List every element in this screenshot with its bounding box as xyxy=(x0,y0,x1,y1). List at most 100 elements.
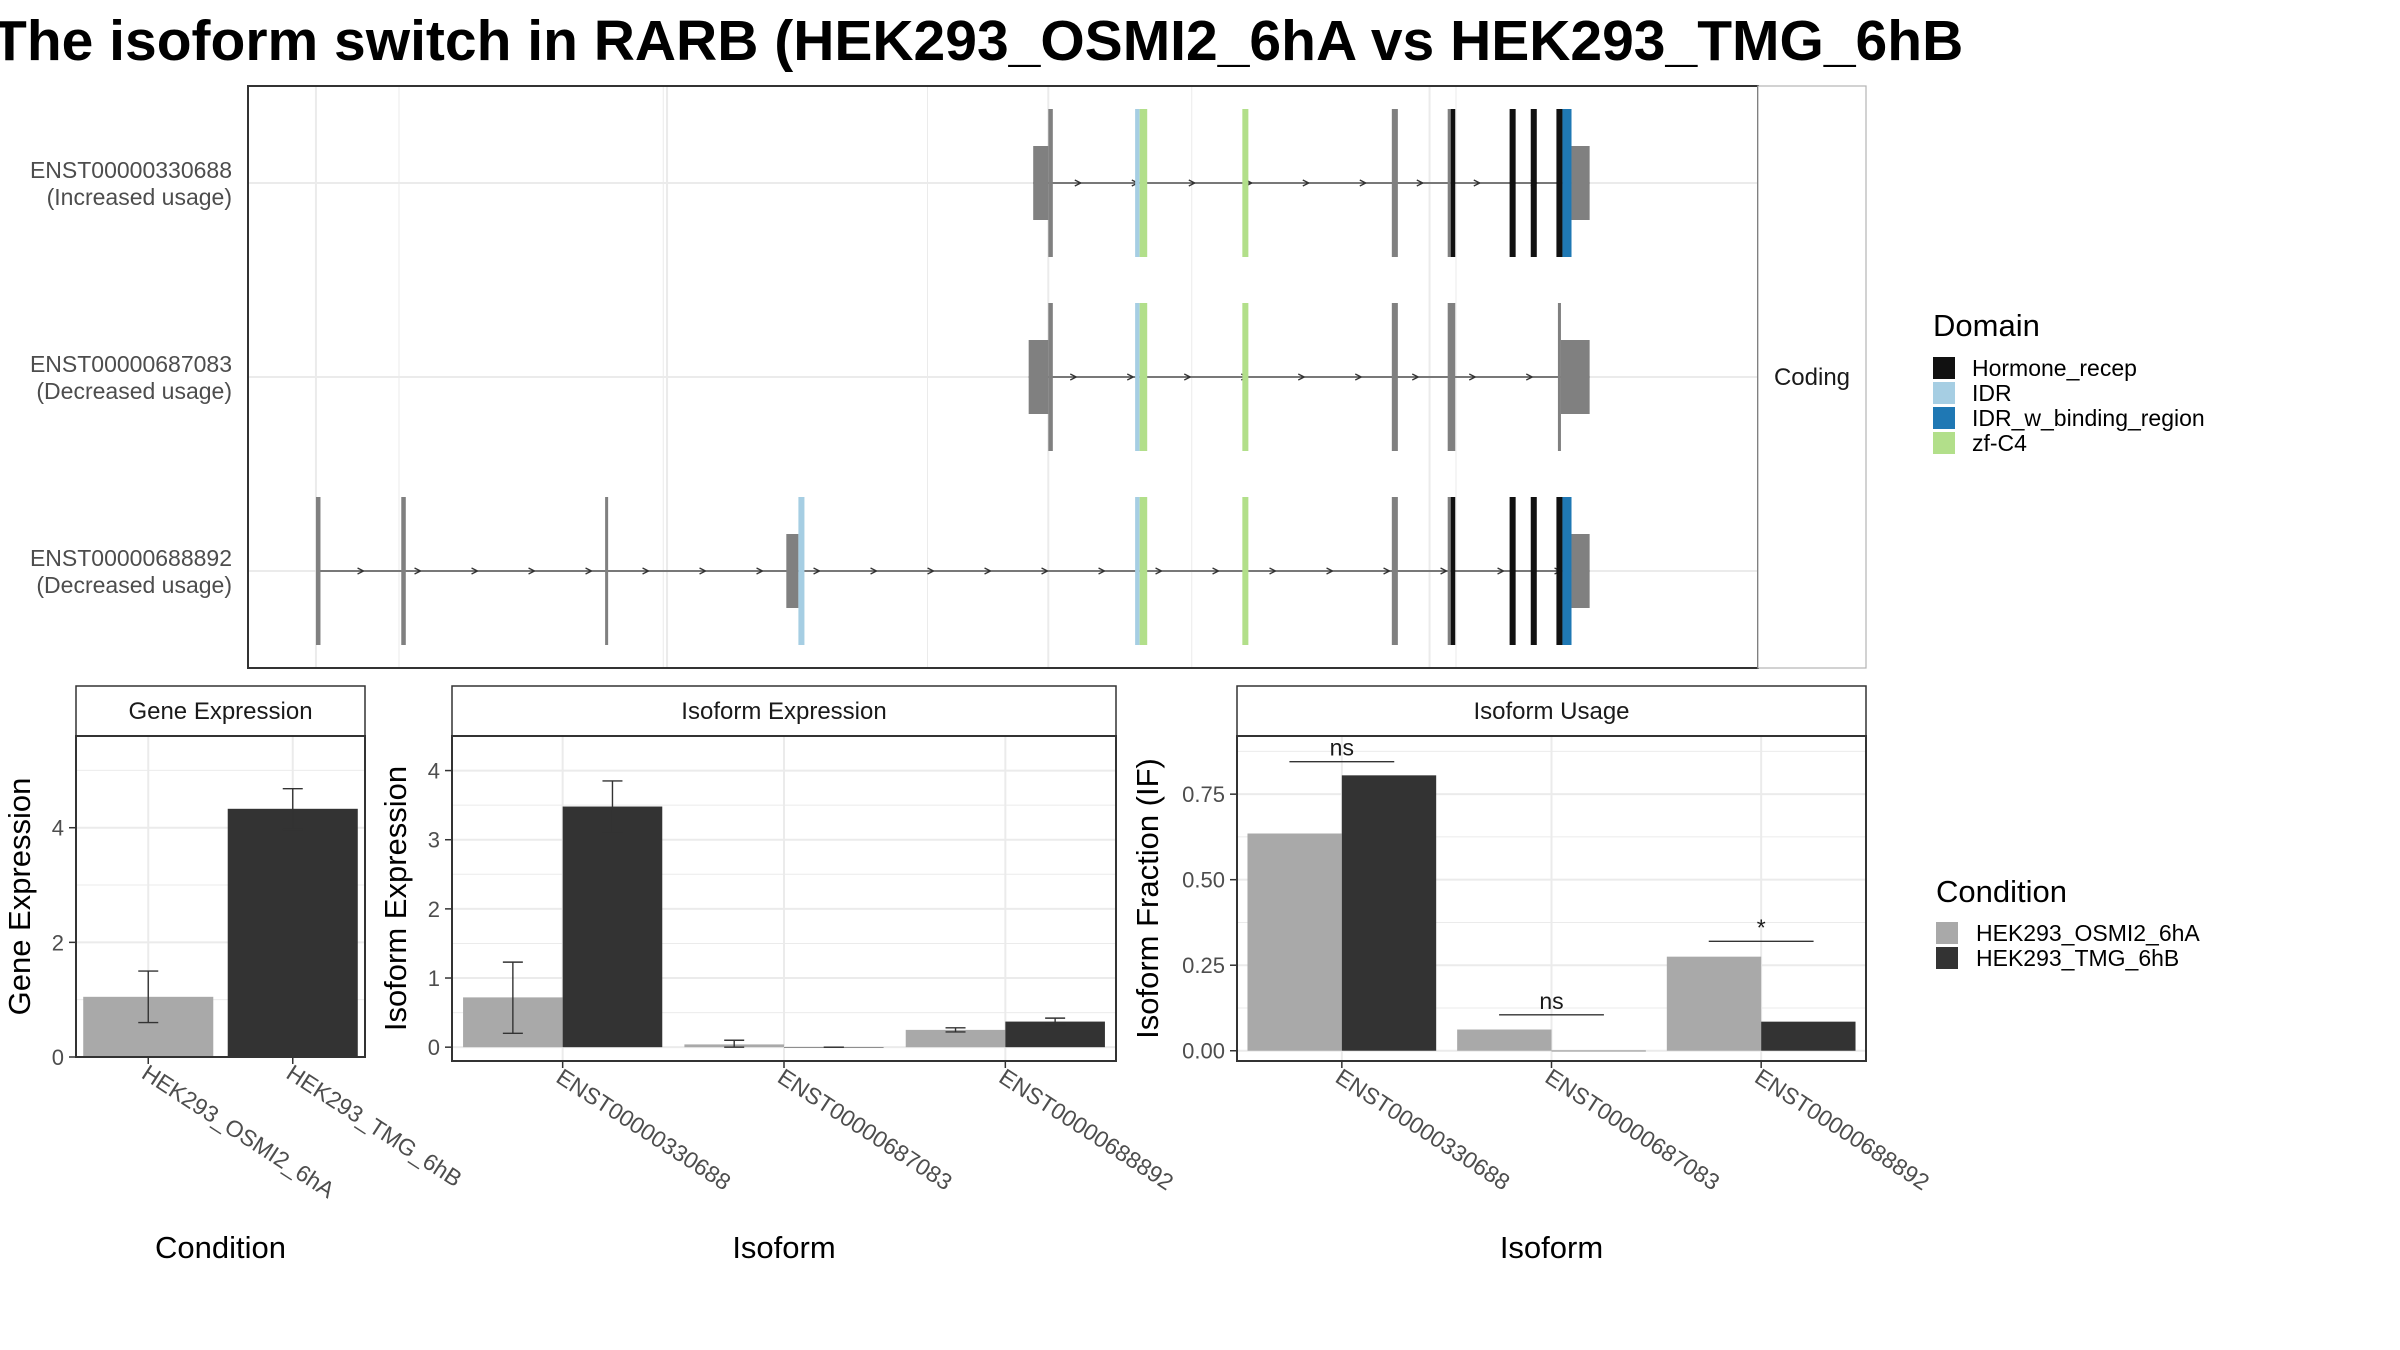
transcript-id-label: ENST00000687083 xyxy=(30,351,232,377)
exon xyxy=(1447,109,1451,257)
bar xyxy=(905,1029,1006,1048)
exon xyxy=(1048,109,1053,257)
bar xyxy=(1341,775,1437,1051)
intron-arrow xyxy=(1525,373,1534,381)
intron-arrow xyxy=(984,567,993,575)
intron-arrow xyxy=(471,567,480,575)
domain-legend-swatch xyxy=(1933,432,1955,454)
domain-legend-swatch xyxy=(1933,382,1955,404)
exon-zf-c4 xyxy=(1242,109,1249,257)
exon xyxy=(315,497,321,645)
exon-idr xyxy=(1135,109,1140,257)
y-tick-label: 0 xyxy=(428,1035,440,1060)
y-tick-label: 4 xyxy=(52,816,64,841)
condition-legend-label: HEK293_TMG_6hB xyxy=(1976,945,2179,971)
y-axis-title: Gene Expression xyxy=(2,778,37,1016)
bar xyxy=(1247,833,1342,1051)
exon xyxy=(1028,340,1049,414)
intron-arrow xyxy=(1069,373,1078,381)
intron-arrow xyxy=(1155,567,1164,575)
exon xyxy=(786,534,799,608)
exon xyxy=(1447,497,1451,645)
intron-arrow xyxy=(1383,567,1392,575)
exon xyxy=(605,497,609,645)
intron-arrow xyxy=(1074,179,1083,187)
exon xyxy=(1391,303,1398,451)
intron-arrow xyxy=(1473,179,1482,187)
exon-hormone-recep xyxy=(1450,497,1456,645)
intron-arrow xyxy=(528,567,537,575)
x-tick-label: ENST00000687083 xyxy=(773,1063,957,1195)
intron-arrow xyxy=(414,567,423,575)
exon xyxy=(1048,303,1053,451)
intron-arrow xyxy=(1497,567,1506,575)
y-axis-title: Isoform Fraction (IF) xyxy=(1130,758,1165,1039)
intron-arrow xyxy=(1354,373,1363,381)
strip-label-coding: Coding xyxy=(1774,364,1850,391)
exon-idr xyxy=(1135,497,1140,645)
bar xyxy=(1666,956,1762,1051)
significance-label: ns xyxy=(1330,735,1354,761)
intron-arrow xyxy=(870,567,879,575)
x-tick-label: ENST00000330688 xyxy=(552,1063,736,1195)
bar xyxy=(1551,1050,1646,1052)
transcript-usage-label: (Increased usage) xyxy=(47,184,232,210)
bar xyxy=(562,806,663,1048)
intron-arrow xyxy=(1098,567,1107,575)
exon xyxy=(1033,146,1049,220)
structure-strip xyxy=(1757,85,1867,669)
bar xyxy=(1005,1021,1105,1048)
panel-border xyxy=(75,735,366,1058)
transcript-usage-label: (Decreased usage) xyxy=(36,572,232,598)
page-title: The isoform switch in RARB (HEK293_OSMI2… xyxy=(0,9,1964,73)
domain-legend-title: Domain xyxy=(1933,308,2040,343)
x-tick-label: ENST00000688892 xyxy=(995,1063,1179,1195)
intron-arrow xyxy=(357,567,366,575)
y-tick-label: 2 xyxy=(52,930,64,955)
exon-hormone-recep xyxy=(1556,497,1563,645)
intron-arrow xyxy=(1468,373,1477,381)
exon-idr-w-binding-region xyxy=(1562,497,1572,645)
y-tick-label: 0.25 xyxy=(1182,953,1225,978)
exon-zf-c4 xyxy=(1139,497,1148,645)
domain-legend-label: Hormone_recep xyxy=(1972,355,2137,381)
intron-arrow xyxy=(1188,179,1197,187)
bar xyxy=(1457,1029,1552,1051)
exon-idr xyxy=(1135,303,1140,451)
intron-arrow xyxy=(1302,179,1311,187)
intron-arrow xyxy=(1411,373,1420,381)
transcript-structure-panel: ENST00000330688(Increased usage) ENST0000… xyxy=(30,85,1867,669)
exon-hormone-recep xyxy=(1556,109,1563,257)
x-tick-label: ENST00000688892 xyxy=(1750,1063,1934,1195)
bar xyxy=(1761,1021,1856,1051)
exon-idr-w-binding-region xyxy=(1562,109,1572,257)
y-tick-label: 0 xyxy=(52,1045,64,1070)
y-tick-label: 1 xyxy=(428,966,440,991)
intron-arrow xyxy=(1297,373,1306,381)
exon-idr xyxy=(798,497,805,645)
transcript-id-label: ENST00000688892 xyxy=(30,545,232,571)
exon xyxy=(1571,534,1590,608)
panel-strip xyxy=(1236,685,1867,737)
exon-zf-c4 xyxy=(1139,109,1148,257)
x-axis-title: Condition xyxy=(155,1230,286,1265)
panel-title: Isoform Expression xyxy=(681,698,886,725)
exon-zf-c4 xyxy=(1242,303,1249,451)
intron-arrow xyxy=(756,567,765,575)
transcript-usage-label: (Decreased usage) xyxy=(36,378,232,404)
exon xyxy=(1557,303,1561,451)
panel-border xyxy=(1236,735,1867,1062)
y-tick-label: 0.75 xyxy=(1182,782,1225,807)
condition-legend-swatch xyxy=(1936,947,1958,969)
intron-arrow xyxy=(1126,373,1135,381)
isoform-expression-panel: Isoform Expression 0 1 2 3 4 ENST00000330688 EN… xyxy=(378,685,1179,1265)
intron-arrow xyxy=(1183,373,1192,381)
x-tick-label: ENST00000687083 xyxy=(1541,1063,1725,1195)
intron-arrow xyxy=(1041,567,1050,575)
legends: Domain Hormone_recepIDRIDR_w_binding_regi… xyxy=(1933,308,2205,971)
panel-strip xyxy=(451,685,1117,737)
exon-hormone-recep xyxy=(1530,109,1537,257)
domain-legend-label: IDR xyxy=(1972,380,2012,406)
intron-arrow xyxy=(585,567,594,575)
exon-zf-c4 xyxy=(1139,303,1148,451)
